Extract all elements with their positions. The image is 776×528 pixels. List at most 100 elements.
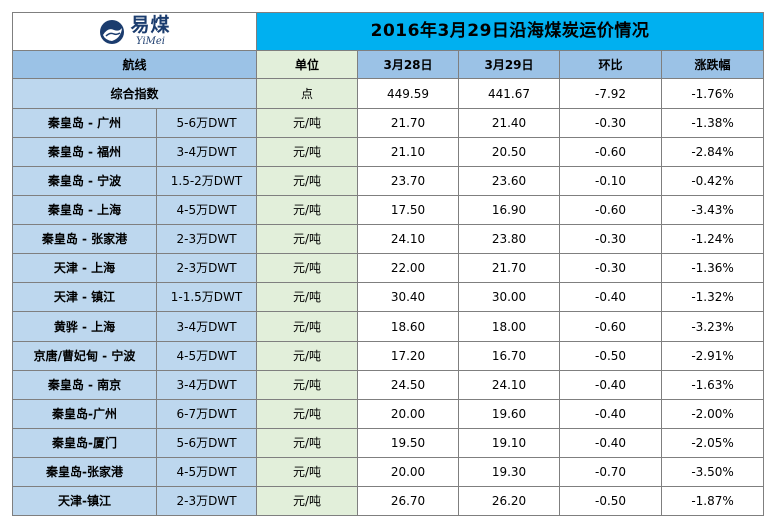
change-cell: -2.05% bbox=[661, 427, 765, 458]
value-date2-cell: 21.40 bbox=[458, 108, 561, 139]
table-row: 黄骅 - 上海 3-4万DWT 元/吨 18.60 18.00 -0.60 -3.23% bbox=[12, 311, 765, 342]
index-change: -1.76% bbox=[661, 78, 765, 110]
value-date2-cell: 24.10 bbox=[458, 369, 561, 400]
yimei-logo-icon bbox=[99, 19, 124, 44]
table-row: 秦皇岛 - 上海 4-5万DWT 元/吨 17.50 16.90 -0.60 -3.43% bbox=[12, 195, 765, 226]
spec-cell: 5-6万DWT bbox=[155, 108, 258, 139]
value-date2-cell: 20.50 bbox=[458, 137, 561, 168]
route-cell: 秦皇岛 - 南京 bbox=[12, 369, 157, 400]
change-cell: -3.50% bbox=[661, 456, 765, 487]
route-cell: 京唐/曹妃甸 - 宁波 bbox=[12, 340, 157, 371]
spec-cell: 3-4万DWT bbox=[155, 137, 258, 168]
page-title: 2016年3月29日沿海煤炭运价情况 bbox=[256, 11, 765, 52]
change-cell: -2.00% bbox=[661, 398, 765, 429]
value-date1-cell: 20.00 bbox=[357, 398, 460, 429]
spec-cell: 4-5万DWT bbox=[155, 340, 258, 371]
unit-cell: 元/吨 bbox=[256, 253, 359, 284]
value-date1-cell: 24.50 bbox=[357, 369, 460, 400]
mom-cell: -0.30 bbox=[559, 224, 663, 255]
unit-cell: 元/吨 bbox=[256, 398, 359, 429]
change-cell: -1.38% bbox=[661, 108, 765, 139]
value-date2-cell: 16.90 bbox=[458, 195, 561, 226]
value-date1-cell: 24.10 bbox=[357, 224, 460, 255]
header-mom: 环比 bbox=[559, 50, 663, 80]
value-date2-cell: 21.70 bbox=[458, 253, 561, 284]
spec-cell: 4-5万DWT bbox=[155, 456, 258, 487]
route-cell: 秦皇岛 - 福州 bbox=[12, 137, 157, 168]
route-cell: 秦皇岛 - 上海 bbox=[12, 195, 157, 226]
route-cell: 天津 - 上海 bbox=[12, 253, 157, 284]
route-cell: 秦皇岛-张家港 bbox=[12, 456, 157, 487]
mom-cell: -0.40 bbox=[559, 369, 663, 400]
spec-cell: 2-3万DWT bbox=[155, 485, 258, 517]
unit-cell: 元/吨 bbox=[256, 456, 359, 487]
mom-cell: -0.50 bbox=[559, 485, 663, 517]
mom-cell: -0.60 bbox=[559, 311, 663, 342]
change-cell: -3.23% bbox=[661, 311, 765, 342]
route-cell: 秦皇岛 - 广州 bbox=[12, 108, 157, 139]
header-route: 航线 bbox=[11, 50, 258, 80]
index-unit: 点 bbox=[256, 78, 359, 110]
table-row: 秦皇岛 - 广州 5-6万DWT 元/吨 21.70 21.40 -0.30 -1.38% bbox=[12, 108, 765, 139]
route-cell: 秦皇岛 - 张家港 bbox=[12, 224, 157, 255]
change-cell: -0.42% bbox=[661, 166, 765, 197]
table-row: 秦皇岛 - 宁波 1.5-2万DWT 元/吨 23.70 23.60 -0.10 -0.42… bbox=[12, 166, 765, 197]
logo: 易煤 YiMei bbox=[14, 14, 256, 50]
spec-cell: 1.5-2万DWT bbox=[155, 166, 258, 197]
change-cell: -1.32% bbox=[661, 282, 765, 313]
route-cell: 秦皇岛-广州 bbox=[12, 398, 157, 429]
unit-cell: 元/吨 bbox=[256, 108, 359, 139]
spec-cell: 5-6万DWT bbox=[155, 427, 258, 458]
spec-cell: 3-4万DWT bbox=[155, 369, 258, 400]
change-cell: -3.43% bbox=[661, 195, 765, 226]
value-date1-cell: 19.50 bbox=[357, 427, 460, 458]
mom-cell: -0.50 bbox=[559, 340, 663, 371]
mom-cell: -0.60 bbox=[559, 137, 663, 168]
table-row: 京唐/曹妃甸 - 宁波 4-5万DWT 元/吨 17.20 16.70 -0.50 -2.9… bbox=[12, 340, 765, 371]
spec-cell: 1-1.5万DWT bbox=[155, 282, 258, 313]
unit-cell: 元/吨 bbox=[256, 195, 359, 226]
value-date1-cell: 30.40 bbox=[357, 282, 460, 313]
spec-cell: 4-5万DWT bbox=[155, 195, 258, 226]
table-row: 秦皇岛 - 南京 3-4万DWT 元/吨 24.50 24.10 -0.40 -1.63% bbox=[12, 369, 765, 400]
spec-cell: 2-3万DWT bbox=[155, 224, 258, 255]
unit-cell: 元/吨 bbox=[256, 282, 359, 313]
index-mom: -7.92 bbox=[559, 78, 663, 110]
change-cell: -1.36% bbox=[661, 253, 765, 284]
title-row: 易煤 YiMei 2016年3月29日沿海煤炭运价情况 bbox=[11, 11, 765, 52]
header-unit: 单位 bbox=[256, 50, 359, 80]
table-row: 秦皇岛 - 张家港 2-3万DWT 元/吨 24.10 23.80 -0.30 -1.24% bbox=[12, 224, 765, 255]
mom-cell: -0.40 bbox=[559, 398, 663, 429]
unit-cell: 元/吨 bbox=[256, 224, 359, 255]
value-date1-cell: 22.00 bbox=[357, 253, 460, 284]
value-date2-cell: 18.00 bbox=[458, 311, 561, 342]
route-cell: 天津 - 镇江 bbox=[12, 282, 157, 313]
logo-subtext: YiMei bbox=[136, 36, 165, 48]
table-row: 秦皇岛-张家港 4-5万DWT 元/吨 20.00 19.30 -0.70 -3.50% bbox=[12, 456, 765, 487]
index-label: 综合指数 bbox=[11, 78, 258, 110]
index-value-2: 441.67 bbox=[458, 78, 561, 110]
unit-cell: 元/吨 bbox=[256, 137, 359, 168]
table-row: 天津 - 上海 2-3万DWT 元/吨 22.00 21.70 -0.30 -1.36% bbox=[12, 253, 765, 284]
mom-cell: -0.10 bbox=[559, 166, 663, 197]
mom-cell: -0.30 bbox=[559, 108, 663, 139]
spec-cell: 2-3万DWT bbox=[155, 253, 258, 284]
table-row: 秦皇岛-广州 6-7万DWT 元/吨 20.00 19.60 -0.40 -2.00% bbox=[12, 398, 765, 429]
change-cell: -1.87% bbox=[661, 485, 765, 517]
header-row: 航线 单位 3月28日 3月29日 环比 涨跌幅 bbox=[11, 50, 765, 80]
index-value-1: 449.59 bbox=[357, 78, 460, 110]
mom-cell: -0.30 bbox=[559, 253, 663, 284]
value-date1-cell: 17.50 bbox=[357, 195, 460, 226]
mom-cell: -0.40 bbox=[559, 282, 663, 313]
table-row: 秦皇岛-厦门 5-6万DWT 元/吨 19.50 19.10 -0.40 -2.05% bbox=[12, 427, 765, 458]
table-row: 天津 - 镇江 1-1.5万DWT 元/吨 30.40 30.00 -0.40 -1.32% bbox=[12, 282, 765, 313]
unit-cell: 元/吨 bbox=[256, 369, 359, 400]
route-cell: 秦皇岛 - 宁波 bbox=[12, 166, 157, 197]
unit-cell: 元/吨 bbox=[256, 166, 359, 197]
unit-cell: 元/吨 bbox=[256, 311, 359, 342]
mom-cell: -0.70 bbox=[559, 456, 663, 487]
unit-cell: 元/吨 bbox=[256, 340, 359, 371]
logo-cell: 易煤 YiMei bbox=[11, 11, 258, 52]
route-cell: 秦皇岛-厦门 bbox=[12, 427, 157, 458]
value-date2-cell: 19.60 bbox=[458, 398, 561, 429]
